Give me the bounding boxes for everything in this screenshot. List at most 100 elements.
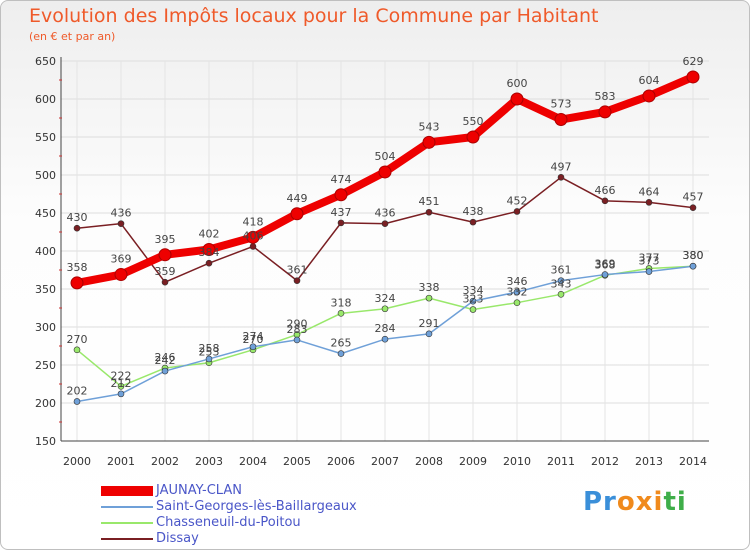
data-label-jaunay-clan: 402 <box>199 227 220 240</box>
data-label-chasseneuil-du-poitou: 332 <box>507 286 528 299</box>
y-tick-label: 150 <box>35 435 56 448</box>
data-point-jaunay-clan <box>334 188 348 202</box>
x-tick-label: 2012 <box>591 455 619 468</box>
data-label-chasseneuil-du-poitou: 368 <box>595 258 616 271</box>
chart-title: Evolution des Impôts locaux pour la Comm… <box>29 5 599 27</box>
data-label-jaunay-clan: 358 <box>67 261 88 274</box>
data-label-dissay: 464 <box>639 185 660 198</box>
data-point-dissay <box>205 259 213 267</box>
x-tick-label: 2002 <box>151 455 179 468</box>
proxiti-logo: Proxiti <box>583 487 687 517</box>
data-label-dissay: 451 <box>419 195 440 208</box>
data-point-saint-georges-l-s-baillargeaux <box>381 335 389 343</box>
y-tick-label: 550 <box>35 131 56 144</box>
data-label-chasseneuil-du-poitou: 246 <box>155 351 176 364</box>
data-point-saint-georges-l-s-baillargeaux <box>513 288 521 296</box>
data-label-chasseneuil-du-poitou: 270 <box>67 333 88 346</box>
data-point-jaunay-clan <box>510 92 524 106</box>
x-tick-label: 2007 <box>371 455 399 468</box>
data-label-saint-georges-l-s-baillargeaux: 361 <box>551 264 572 277</box>
data-label-saint-georges-l-s-baillargeaux: 265 <box>331 337 352 350</box>
data-label-chasseneuil-du-poitou: 377 <box>639 251 660 264</box>
data-point-saint-georges-l-s-baillargeaux <box>557 277 565 284</box>
y-tick-label: 250 <box>35 359 56 372</box>
data-point-jaunay-clan <box>158 248 172 262</box>
data-label-chasseneuil-du-poitou: 222 <box>111 369 132 382</box>
data-point-jaunay-clan <box>290 207 304 221</box>
x-tick-label: 2010 <box>503 455 531 468</box>
data-point-jaunay-clan <box>554 113 568 127</box>
data-label-saint-georges-l-s-baillargeaux: 258 <box>199 342 220 355</box>
x-tick-label: 2006 <box>327 455 355 468</box>
y-tick-label: 300 <box>35 321 56 334</box>
logo-part: x <box>635 487 654 517</box>
data-point-dissay <box>689 204 697 211</box>
data-point-chasseneuil-du-poitou <box>381 305 389 313</box>
legend-swatch-saint-georges <box>101 506 153 508</box>
data-point-saint-georges-l-s-baillargeaux <box>601 271 609 278</box>
data-point-jaunay-clan <box>114 268 128 282</box>
data-label-dissay: 384 <box>199 246 220 259</box>
x-tick-label: 2003 <box>195 455 223 468</box>
data-point-chasseneuil-du-poitou <box>469 306 477 313</box>
logo-part: i <box>653 487 664 517</box>
x-tick-label: 2008 <box>415 455 443 468</box>
data-point-dissay <box>249 243 257 250</box>
data-label-chasseneuil-du-poitou: 380 <box>683 249 704 262</box>
data-label-chasseneuil-du-poitou: 318 <box>331 296 352 309</box>
data-point-dissay <box>117 220 125 227</box>
data-label-dissay: 452 <box>507 194 528 207</box>
data-point-chasseneuil-du-poitou <box>557 291 565 298</box>
data-label-saint-georges-l-s-baillargeaux: 380 <box>683 249 704 262</box>
data-point-jaunay-clan <box>598 105 612 119</box>
data-point-chasseneuil-du-poitou <box>117 382 125 390</box>
data-point-saint-georges-l-s-baillargeaux <box>645 268 653 275</box>
data-label-jaunay-clan: 504 <box>375 150 396 163</box>
y-tick-label: 400 <box>35 245 56 258</box>
data-label-chasseneuil-du-poitou: 343 <box>551 277 572 290</box>
x-tick-label: 2011 <box>547 455 575 468</box>
data-label-jaunay-clan: 604 <box>639 74 660 87</box>
x-tick-label: 2004 <box>239 455 267 468</box>
data-point-saint-georges-l-s-baillargeaux <box>293 336 301 344</box>
data-label-saint-georges-l-s-baillargeaux: 373 <box>639 255 660 268</box>
chart-subtitle: (en € et par an) <box>29 30 116 43</box>
data-label-dissay: 436 <box>111 207 132 220</box>
data-point-saint-georges-l-s-baillargeaux <box>425 330 433 338</box>
data-point-jaunay-clan <box>70 276 84 290</box>
data-point-jaunay-clan <box>466 130 480 144</box>
data-point-saint-georges-l-s-baillargeaux <box>337 350 345 357</box>
data-label-saint-georges-l-s-baillargeaux: 291 <box>419 317 440 330</box>
x-tick-label: 2014 <box>679 455 707 468</box>
data-point-jaunay-clan <box>686 70 700 84</box>
data-label-jaunay-clan: 543 <box>419 120 440 133</box>
legend-label-chasseneuil: Chasseneuil-du-Poitou <box>156 515 301 530</box>
logo-part: ti <box>663 487 687 517</box>
data-label-dissay: 437 <box>331 206 352 219</box>
data-label-dissay: 497 <box>551 160 572 173</box>
data-label-jaunay-clan: 449 <box>287 192 308 205</box>
data-point-saint-georges-l-s-baillargeaux <box>73 398 81 405</box>
data-point-saint-georges-l-s-baillargeaux <box>469 297 477 305</box>
data-label-chasseneuil-du-poitou: 253 <box>199 346 220 359</box>
y-tick-label: 600 <box>35 93 56 106</box>
data-label-saint-georges-l-s-baillargeaux: 202 <box>67 384 88 397</box>
data-point-dissay <box>469 218 477 226</box>
data-label-jaunay-clan: 550 <box>463 115 484 128</box>
data-label-saint-georges-l-s-baillargeaux: 242 <box>155 354 176 367</box>
data-label-jaunay-clan: 369 <box>111 253 132 266</box>
data-point-dissay <box>513 208 521 215</box>
x-tick-label: 2001 <box>107 455 135 468</box>
y-tick-label: 200 <box>35 397 56 410</box>
data-point-chasseneuil-du-poitou <box>337 310 345 317</box>
legend-label-saint-georges: Saint-Georges-lès-Baillargeaux <box>156 499 357 514</box>
data-label-dissay: 361 <box>287 264 308 277</box>
data-point-chasseneuil-du-poitou <box>425 294 433 302</box>
data-point-saint-georges-l-s-baillargeaux <box>161 367 169 375</box>
x-tick-label: 2013 <box>635 455 663 468</box>
data-label-saint-georges-l-s-baillargeaux: 284 <box>375 322 396 335</box>
data-point-dissay <box>73 224 81 232</box>
data-label-jaunay-clan: 629 <box>683 55 704 68</box>
